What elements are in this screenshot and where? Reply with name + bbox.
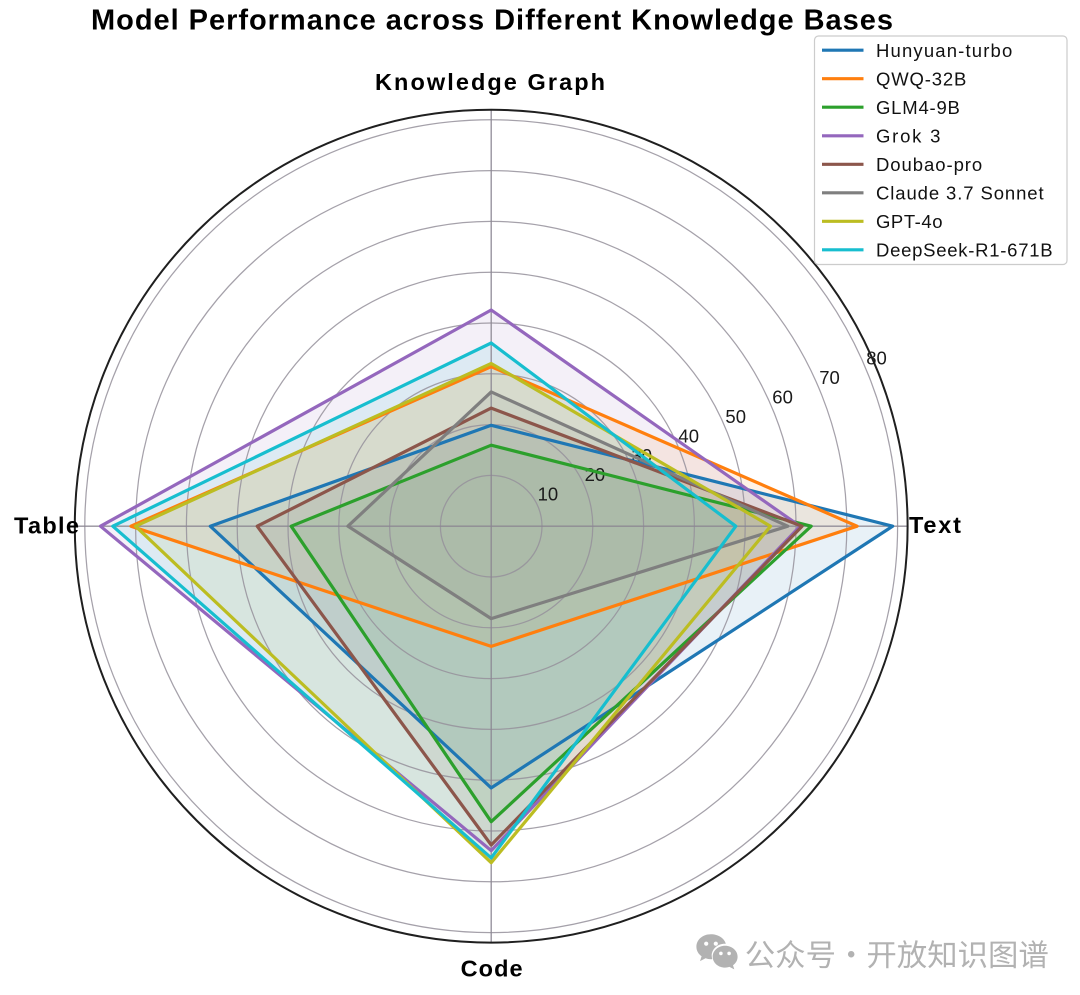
svg-text:Knowledge Graph: Knowledge Graph: [375, 69, 605, 95]
svg-text:40: 40: [678, 425, 699, 446]
svg-text:80: 80: [866, 348, 887, 369]
svg-text:DeepSeek-R1-671B: DeepSeek-R1-671B: [876, 239, 1053, 260]
svg-text:Doubao-pro: Doubao-pro: [876, 154, 982, 175]
svg-text:QWQ-32B: QWQ-32B: [876, 68, 966, 89]
svg-text:Claude 3.7 Sonnet: Claude 3.7 Sonnet: [876, 182, 1044, 203]
svg-text:Hunyuan-turbo: Hunyuan-turbo: [876, 40, 1012, 61]
svg-text:Grok 3: Grok 3: [876, 125, 940, 146]
svg-text:GPT-4o: GPT-4o: [876, 211, 943, 232]
svg-text:10: 10: [538, 484, 559, 505]
svg-text:Code: Code: [461, 955, 523, 981]
svg-text:Text: Text: [909, 512, 961, 538]
svg-text:Table: Table: [14, 513, 79, 539]
svg-text:70: 70: [819, 367, 840, 388]
svg-text:Model Performance across Diffe: Model Performance across Different Knowl…: [91, 5, 893, 37]
svg-text:GLM4-9B: GLM4-9B: [876, 97, 960, 118]
svg-text:60: 60: [772, 387, 793, 408]
svg-text:50: 50: [725, 406, 746, 427]
